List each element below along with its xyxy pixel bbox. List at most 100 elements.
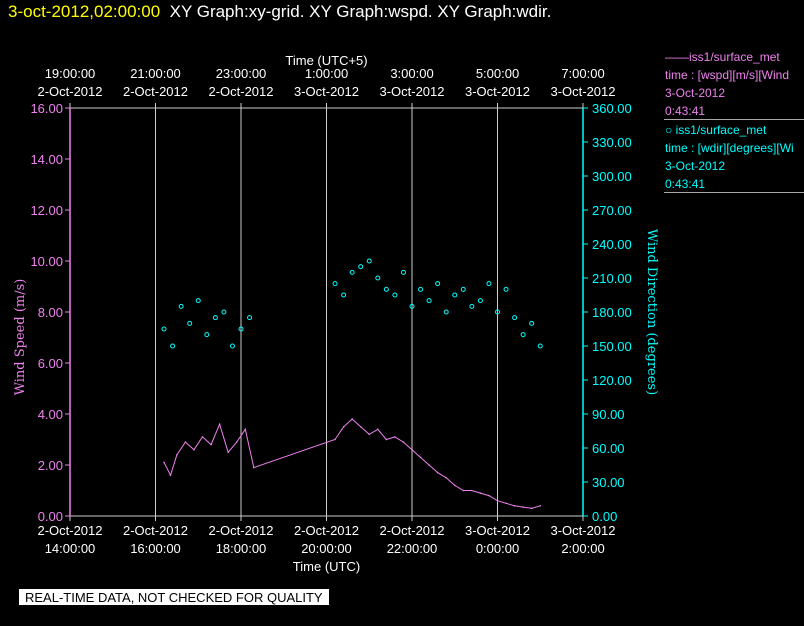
wind-direction-point	[247, 315, 253, 321]
legend-separator	[664, 192, 804, 193]
top-tick-time: 3:00:00	[390, 66, 433, 81]
wind-direction-point	[383, 286, 389, 292]
wind-speed-point	[176, 454, 178, 456]
wind-speed-point	[479, 492, 482, 494]
right-tick-label: 270.00	[592, 203, 632, 218]
wind-speed-point	[184, 441, 187, 443]
wind-direction-point	[229, 343, 235, 349]
bottom-tick-date: 3-Oct-2012	[550, 523, 615, 538]
top-tick-date: 3-Oct-2012	[294, 84, 359, 99]
bottom-tick-time: 0:00:00	[476, 541, 519, 556]
x-axis-title: Time (UTC)	[293, 559, 360, 574]
bottom-tick-date: 3-Oct-2012	[465, 523, 530, 538]
wind-direction-point	[443, 309, 449, 315]
top-tick-date: 2-Oct-2012	[208, 84, 273, 99]
wind-direction-point	[358, 264, 364, 270]
legend-circle-symbol: ○	[665, 123, 673, 137]
bottom-tick-date: 2-Oct-2012	[379, 523, 444, 538]
wind-direction-point	[452, 292, 458, 298]
bottom-tick-date: 2-Oct-2012	[208, 523, 273, 538]
wind-speed-point	[377, 428, 379, 431]
top-tick-date: 2-Oct-2012	[37, 84, 102, 99]
bottom-tick-time: 14:00:00	[45, 541, 96, 556]
graph-titles: XY Graph:xy-grid. XY Graph:wspd. XY Grap…	[169, 2, 552, 21]
wind-speed-point	[453, 484, 456, 487]
right-tick-label: 180.00	[592, 305, 632, 320]
right-tick-label: 0.00	[592, 509, 617, 524]
wind-speed-line	[163, 418, 541, 509]
bottom-tick-date: 2-Oct-2012	[37, 523, 102, 538]
wind-speed-point	[539, 505, 542, 507]
quality-notice: REAL-TIME DATA, NOT CHECKED FOR QUALITY	[19, 589, 329, 605]
bottom-tick-date: 2-Oct-2012	[294, 523, 359, 538]
right-tick-label: 90.00	[592, 407, 625, 422]
bottom-tick-time: 20:00:00	[301, 541, 352, 556]
wind-direction-point	[460, 286, 466, 292]
wind-speed-point	[235, 441, 238, 443]
bottom-tick-time: 2:00:00	[561, 541, 604, 556]
right-tick-label: 330.00	[592, 135, 632, 150]
wind-direction-point	[529, 320, 535, 326]
graph-header: 3-oct-2012,02:00:00 XY Graph:xy-grid. XY…	[8, 2, 551, 22]
legend-wspd: ——iss1/surface_met time : [wspd][m/s][Wi…	[665, 48, 804, 120]
left-tick-label: 10.00	[30, 254, 63, 269]
top-tick-time: 19:00:00	[45, 66, 96, 81]
bottom-tick-time: 16:00:00	[130, 541, 181, 556]
legend-variable: time : [wdir][degrees][Wi	[665, 141, 794, 155]
wind-direction-point	[212, 315, 218, 321]
wind-speed-point	[244, 428, 247, 431]
wind-speed-point	[488, 494, 490, 497]
wind-direction-point	[366, 258, 372, 264]
right-tick-label: 30.00	[592, 475, 625, 490]
wind-speed-point	[513, 505, 516, 507]
wind-direction-point	[195, 298, 201, 304]
wind-speed-point	[253, 466, 255, 469]
wind-direction-point	[341, 292, 347, 298]
top-tick-time: 23:00:00	[216, 66, 267, 81]
legend-separator	[664, 119, 804, 120]
wind-speed-point	[359, 425, 362, 428]
wind-speed-point	[428, 464, 430, 466]
top-tick-time: 21:00:00	[130, 66, 181, 81]
wind-direction-point	[495, 309, 500, 315]
top-tick-time: 1:00:00	[305, 66, 348, 81]
top-tick-date: 3-Oct-2012	[465, 84, 530, 99]
wind-direction-point	[178, 303, 184, 309]
wind-direction-point	[187, 320, 193, 326]
wind-direction-point	[477, 298, 483, 304]
wind-speed-point	[419, 456, 422, 459]
wind-direction-point	[204, 332, 210, 338]
right-tick-label: 150.00	[592, 339, 632, 354]
timestamp: 3-oct-2012,02:00:00	[8, 2, 161, 21]
legend-time: 0:43:41	[665, 104, 706, 118]
wind-direction-point	[238, 326, 244, 332]
wind-speed-point	[210, 443, 212, 446]
wind-speed-point	[334, 438, 336, 441]
legend-variable: time : [wspd][m/s][Wind	[665, 68, 790, 82]
top-tick-date: 2-Oct-2012	[123, 84, 188, 99]
left-tick-label: 8.00	[38, 305, 63, 320]
legend-date: 3-Oct-2012	[665, 86, 726, 100]
wind-direction-point	[170, 343, 176, 349]
wind-direction-point	[400, 269, 406, 275]
wind-speed-point	[385, 438, 388, 441]
wind-speed-point	[351, 418, 353, 420]
wind-direction-point	[426, 298, 432, 304]
left-tick-label: 14.00	[30, 152, 63, 167]
wind-speed-point	[445, 476, 448, 479]
wind-direction-point	[418, 286, 424, 292]
top-tick-date: 3-Oct-2012	[379, 84, 444, 99]
wind-speed-point	[342, 425, 345, 428]
wind-direction-point	[520, 332, 526, 338]
left-tick-label: 0.00	[38, 509, 63, 524]
left-tick-label: 16.00	[30, 101, 63, 116]
left-tick-label: 4.00	[38, 407, 63, 422]
wind-speed-point	[436, 471, 439, 474]
wind-speed-point	[218, 423, 221, 426]
right-tick-label: 240.00	[592, 237, 632, 252]
left-tick-label: 6.00	[38, 356, 63, 371]
wind-direction-point	[349, 269, 355, 275]
right-tick-label: 360.00	[592, 101, 632, 116]
wind-speed-point	[169, 474, 172, 477]
right-axis-title: Wind Direction (degrees)	[644, 229, 659, 395]
